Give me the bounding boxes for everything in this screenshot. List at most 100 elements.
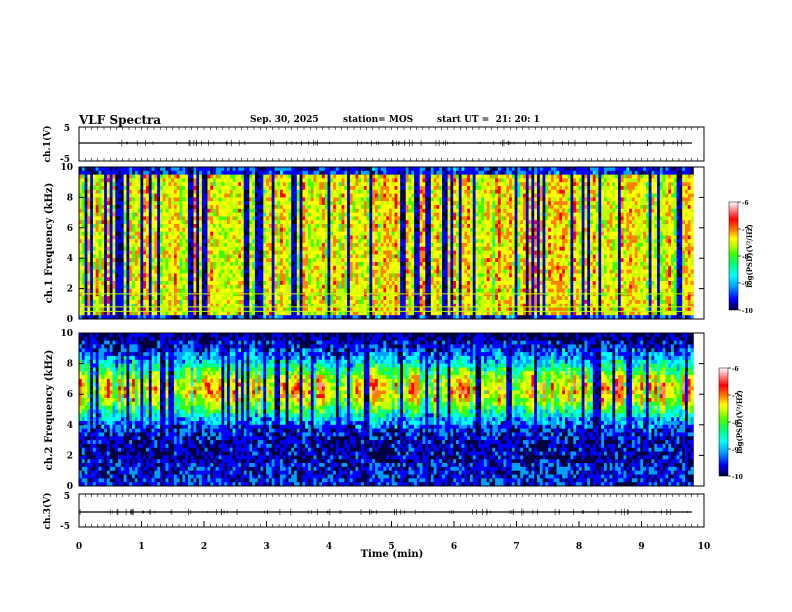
spectrogram-cell (252, 303, 256, 308)
spectrogram-cell (271, 193, 275, 198)
spectrogram-cell (204, 208, 208, 213)
spectrogram-cell (363, 170, 368, 175)
spectrogram-cell (313, 208, 317, 213)
spectrogram-cell (98, 258, 102, 263)
spectrogram-cell (193, 235, 197, 240)
spectrogram-cell (215, 281, 220, 286)
spectrogram-cell (316, 220, 320, 225)
spectrogram-cell (215, 182, 220, 187)
spectrogram-cell (252, 284, 256, 289)
spectrogram-cell (263, 193, 267, 198)
spectrogram-cell (187, 246, 192, 251)
spectrogram-cell (90, 178, 94, 183)
spectrogram-cell (305, 292, 309, 297)
spectrogram-cell (227, 182, 231, 187)
spectrogram-cell (98, 307, 102, 312)
spectrogram-cell (294, 254, 298, 259)
spectrogram-cell (299, 307, 303, 312)
spectrogram-cell (196, 197, 200, 202)
spectrogram-cell (81, 246, 85, 251)
spectrogram-cell (260, 311, 264, 316)
spectrogram-cell (394, 315, 398, 320)
spectrogram-cell (240, 224, 245, 229)
spectrogram-cell (305, 246, 309, 251)
spectrogram-cell (243, 212, 247, 217)
spectrogram-cell (260, 182, 264, 187)
spectrogram-cell (187, 208, 192, 213)
spectrogram-cell (140, 170, 144, 175)
spectrogram-cell (383, 167, 387, 172)
spectrogram-cell (148, 167, 153, 172)
spectrogram-cell (115, 186, 119, 191)
spectrogram-cell (221, 243, 225, 248)
spectrogram-cell (182, 254, 186, 259)
spectrogram-cell (104, 167, 108, 172)
spectrogram-cell (140, 220, 144, 225)
spectrogram-cell (140, 273, 144, 278)
spectrogram-cell (176, 265, 180, 270)
spectrogram-cell (282, 212, 287, 217)
spectrogram-cell (355, 182, 359, 187)
spectrogram-cell (118, 307, 122, 312)
spectrogram-cell (414, 265, 418, 270)
spectrogram-cell (151, 311, 155, 316)
spectrogram-cell (118, 201, 122, 206)
spectrogram-cell (109, 273, 113, 278)
spectrogram-cell (134, 231, 139, 236)
spectrogram-cell (335, 189, 340, 194)
spectrogram-cell (375, 311, 379, 316)
spectrogram-cell (349, 246, 354, 251)
spectrogram-cell (271, 189, 275, 194)
spectrogram-cell (397, 269, 401, 274)
spectrogram-cell (215, 189, 220, 194)
spectrogram-cell (140, 303, 144, 308)
spectrogram-cell (84, 303, 88, 308)
spectrogram-cell (260, 208, 264, 213)
spectrogram-cell (411, 205, 415, 210)
spectrogram-cell (143, 170, 147, 175)
spectrogram-cell (159, 284, 164, 289)
spectrogram-cell (240, 277, 245, 282)
spectrogram-cell (165, 243, 169, 248)
spectrogram-cell (199, 239, 203, 244)
spectrogram-cell (232, 239, 236, 244)
spectrogram-cell (294, 227, 298, 232)
spectrogram-cell (240, 239, 245, 244)
spectrogram-cell (408, 311, 412, 316)
spectrogram-cell (366, 231, 370, 236)
spectrogram-cell (280, 265, 284, 270)
spectrogram-cell (218, 239, 222, 244)
spectrogram-cell (140, 246, 144, 251)
spectrogram-cell (123, 205, 127, 210)
spectrogram-cell (375, 174, 379, 179)
spectrogram-cell (213, 307, 217, 312)
spectrogram-cell (307, 311, 312, 316)
spectrogram-cell (129, 220, 133, 225)
spectrogram-cell (386, 197, 390, 202)
spectrogram-cell (98, 178, 102, 183)
spectrogram-cell (394, 231, 398, 236)
ch1v-ytick-bottom: -5 (60, 155, 70, 165)
spectrogram-cell (143, 193, 147, 198)
spectrogram-cell (151, 227, 155, 232)
spectrogram-cell (207, 220, 211, 225)
spectrogram-cell (193, 243, 197, 248)
spectrogram-cell (338, 201, 342, 206)
spectrogram-cell (358, 193, 362, 198)
spectrogram-cell (299, 311, 303, 316)
spectrogram-cell (232, 246, 236, 251)
spectrogram-cell (344, 288, 348, 293)
spectrogram-cell (95, 262, 99, 267)
spectrogram-cell (254, 231, 259, 236)
spectrogram-cell (375, 265, 379, 270)
spectrogram-cell (151, 235, 155, 240)
spectrogram-cell (330, 189, 334, 194)
spectrogram-cell (182, 170, 186, 175)
spectrogram-cell (254, 224, 259, 229)
spectrogram-cell (162, 243, 166, 248)
spectrogram-cell (87, 254, 91, 259)
spectrogram-cell (383, 239, 387, 244)
spectrogram-cell (213, 258, 217, 263)
spectrogram-cell (299, 220, 303, 225)
spectrogram-cell (162, 208, 166, 213)
